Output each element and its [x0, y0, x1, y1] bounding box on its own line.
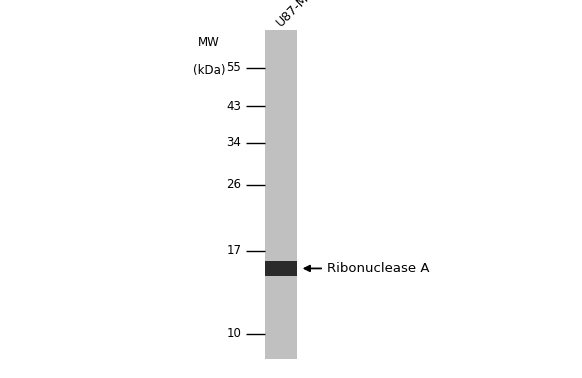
Text: 55: 55	[226, 61, 242, 74]
Text: (kDa): (kDa)	[193, 64, 225, 77]
Polygon shape	[265, 30, 297, 359]
Text: 43: 43	[226, 100, 242, 113]
Text: Ribonuclease A: Ribonuclease A	[304, 262, 430, 275]
Text: 34: 34	[226, 136, 242, 149]
Text: U87-MG: U87-MG	[274, 0, 319, 29]
Text: 10: 10	[226, 327, 242, 340]
Text: MW: MW	[198, 36, 219, 49]
Polygon shape	[265, 260, 297, 276]
Text: 26: 26	[226, 178, 242, 191]
Text: 17: 17	[226, 245, 242, 257]
